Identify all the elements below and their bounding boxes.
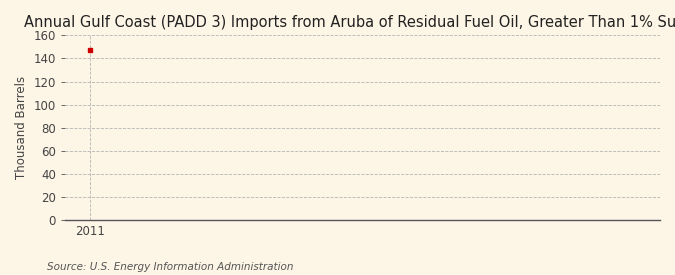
Y-axis label: Thousand Barrels: Thousand Barrels [15,76,28,179]
Text: Source: U.S. Energy Information Administration: Source: U.S. Energy Information Administ… [47,262,294,272]
Title: Annual Gulf Coast (PADD 3) Imports from Aruba of Residual Fuel Oil, Greater Than: Annual Gulf Coast (PADD 3) Imports from … [24,15,675,30]
